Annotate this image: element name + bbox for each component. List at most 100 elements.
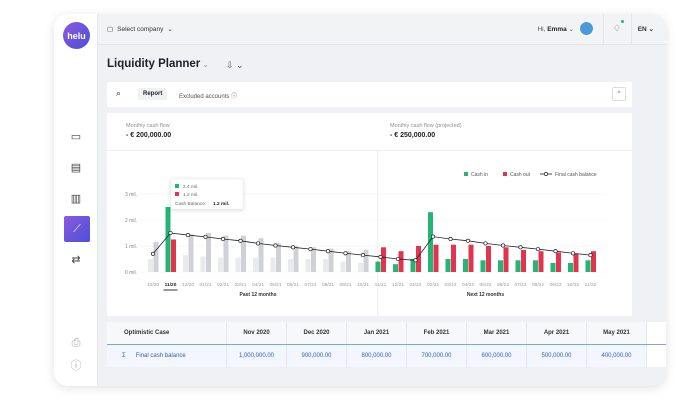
company-selector[interactable]: ▢ Select company ⌄ bbox=[107, 25, 173, 34]
x-tick-label: 06/22 bbox=[497, 282, 509, 288]
x-tick-label: 11/20 bbox=[165, 282, 177, 288]
bar-cash-out bbox=[311, 247, 316, 272]
bar-cash-out bbox=[206, 233, 211, 272]
bar-cash-in bbox=[515, 260, 521, 272]
bar-cash-out bbox=[433, 244, 439, 272]
balance-point bbox=[150, 251, 156, 256]
bar-cash-in bbox=[568, 262, 573, 272]
x-tick-label: 10/22 bbox=[567, 282, 579, 288]
x-tick-label: 08/22 bbox=[532, 282, 544, 288]
balance-point bbox=[448, 236, 453, 242]
export-icon[interactable]: ⇩ ⌄ bbox=[226, 60, 244, 70]
bar-cash-in bbox=[165, 207, 171, 272]
x-tick-label: 09/21 bbox=[339, 282, 351, 288]
tooltip bbox=[170, 178, 244, 210]
bar-cash-in bbox=[235, 257, 241, 272]
bar-cash-out bbox=[171, 239, 176, 272]
print-icon[interactable]: ⎙ bbox=[71, 336, 81, 349]
bar-cash-in bbox=[305, 259, 311, 272]
balance-point bbox=[570, 251, 576, 256]
legend-label: Cash in bbox=[471, 172, 488, 178]
x-tick-label: 06/21 bbox=[287, 282, 299, 288]
search-icon[interactable]: ⌕ bbox=[116, 88, 122, 98]
bar-cash-out bbox=[556, 252, 561, 272]
chart-icon[interactable]: ⟋ bbox=[64, 216, 90, 242]
legend-point bbox=[544, 172, 548, 176]
table-cell[interactable]: 600,000.00 bbox=[467, 345, 527, 367]
balance-point bbox=[500, 243, 506, 248]
collapse-button[interactable]: ^ bbox=[612, 87, 626, 101]
x-tick-label: 03/21 bbox=[234, 282, 246, 288]
tooltip-cash-in: 2.4 mil. bbox=[183, 184, 198, 190]
balance-point bbox=[238, 238, 243, 243]
bar-cash-out bbox=[451, 244, 456, 272]
language-selector[interactable]: EN ⌄ bbox=[637, 26, 654, 33]
legend-swatch-cash-out bbox=[503, 172, 507, 176]
table-header-month: Feb 2021 bbox=[407, 322, 467, 344]
balance-point bbox=[413, 258, 418, 263]
bar-cash-out bbox=[381, 247, 386, 272]
y-tick-label: 1 mil. bbox=[125, 244, 137, 250]
balance-point bbox=[343, 251, 348, 256]
balance-point bbox=[185, 233, 191, 238]
table-cell[interactable]: 1,000,000.00 bbox=[227, 345, 287, 367]
table-cell[interactable]: 800,000.00 bbox=[347, 345, 407, 367]
table-header-month: Dec 2020 bbox=[287, 322, 347, 344]
legend-swatch-cash-in bbox=[464, 172, 468, 176]
sum-icon: Σ bbox=[122, 353, 126, 359]
section-label: Next 12 months bbox=[467, 292, 504, 298]
app-window: helu ▭ ▤ ▥ ⟋ ⇄ ⎙ ⓘ ▢ Select company ⌄ Hi, … bbox=[54, 14, 666, 386]
balance-point bbox=[360, 253, 366, 258]
x-tick-label: 01/22 bbox=[409, 282, 421, 288]
x-tick-label: 12/20 bbox=[182, 282, 194, 288]
report-button[interactable]: Report bbox=[138, 88, 168, 100]
x-tick-label: 11/22 bbox=[585, 282, 597, 288]
table-cell[interactable]: 700,000.00 bbox=[407, 345, 467, 367]
x-tick-label: 02/21 bbox=[217, 282, 229, 288]
table-header-month: Nov 2020 bbox=[227, 322, 287, 344]
help-icon[interactable]: ⓘ bbox=[70, 360, 82, 372]
avatar[interactable] bbox=[579, 21, 594, 36]
tooltip-cash-out: 1.2 mil. bbox=[183, 192, 198, 198]
table-cell[interactable]: 400,000.00 bbox=[587, 345, 647, 367]
bar-cash-out bbox=[486, 246, 491, 272]
bell-icon[interactable]: ♢ bbox=[612, 23, 621, 33]
x-tick-label: 03/22 bbox=[444, 282, 456, 288]
table-header-month: Mar 2021 bbox=[467, 322, 527, 344]
balance-point bbox=[395, 256, 401, 262]
y-tick-label: 0 mil. bbox=[125, 270, 137, 276]
bar-cash-out bbox=[258, 238, 264, 272]
user-menu[interactable]: Hi, Emma ⌄ bbox=[537, 26, 574, 33]
bar-cash-in bbox=[463, 259, 468, 272]
bar-cash-out bbox=[223, 235, 229, 272]
notification-dot bbox=[621, 20, 624, 23]
balance-point bbox=[273, 243, 278, 248]
cash-flow-chart[interactable]: 0 mil. 1 mil. 2 mil. 3 mil. 10/20 11/20 12/20 0… bbox=[107, 151, 632, 316]
bar-cash-out bbox=[398, 251, 404, 272]
bar-cash-out bbox=[521, 249, 526, 272]
bar-cash-in bbox=[393, 264, 398, 272]
wallet-icon[interactable]: ▭ bbox=[70, 130, 82, 143]
helu-logo[interactable]: helu bbox=[63, 22, 90, 49]
table-row-label[interactable]: Σ Final cash balance bbox=[107, 345, 227, 367]
section-label: Past 12 months bbox=[240, 292, 277, 298]
table-header-month: May 2021 bbox=[587, 322, 647, 344]
bar-cash-in bbox=[428, 212, 433, 272]
bar-cash-in bbox=[375, 261, 381, 272]
x-tick-label: 05/21 bbox=[269, 282, 281, 288]
tooltip-balance: 1.2 mil. bbox=[213, 201, 229, 207]
transfer-icon[interactable]: ⇄ bbox=[71, 253, 81, 266]
table-cell[interactable]: 500,000.00 bbox=[527, 345, 587, 367]
balance-point bbox=[290, 245, 296, 250]
bar-cash-in bbox=[183, 255, 188, 272]
y-tick-label: 2 mil. bbox=[125, 218, 137, 224]
tooltip-swatch-cash-in bbox=[175, 184, 179, 188]
document-icon[interactable]: ▤ bbox=[70, 161, 82, 174]
bar-cash-out bbox=[153, 242, 159, 272]
page-title[interactable]: Liquidity Planner ⌄ bbox=[107, 58, 209, 70]
invoice-icon[interactable]: ▥ bbox=[70, 192, 82, 205]
bar-cash-in bbox=[550, 262, 556, 272]
excluded-accounts[interactable]: Excluded accounts ⓘ bbox=[179, 94, 238, 100]
table-header-case: Optimistic Case bbox=[107, 322, 227, 344]
table-cell[interactable]: 900,000.00 bbox=[287, 345, 347, 367]
